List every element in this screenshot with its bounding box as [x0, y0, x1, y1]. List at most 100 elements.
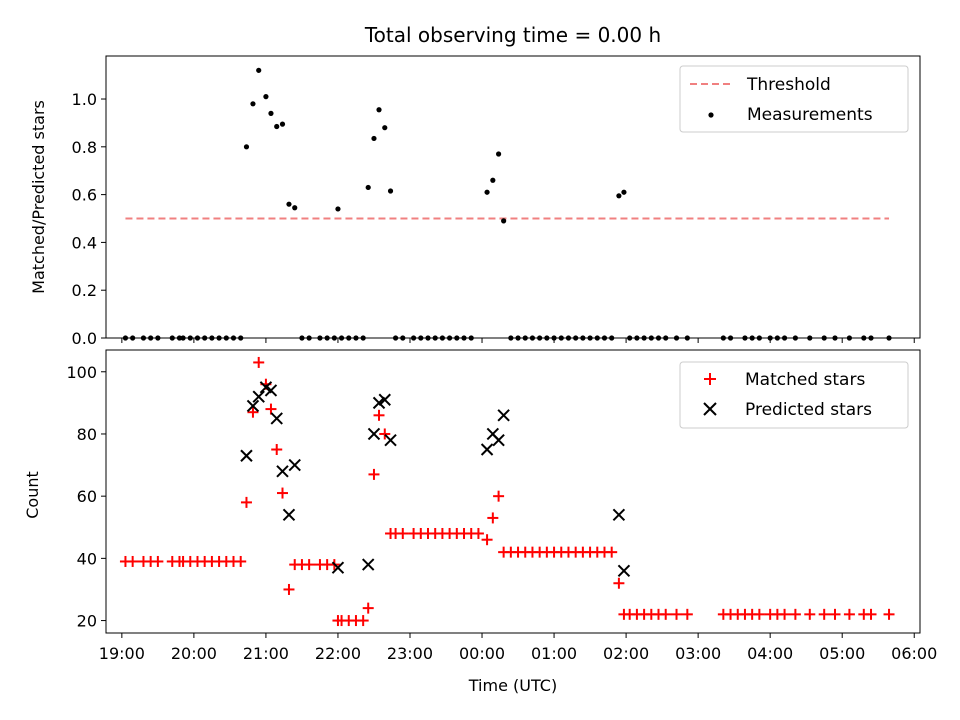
matched-star-point: [379, 428, 391, 440]
measurement-point: [263, 94, 269, 100]
predicted-star-point: [240, 449, 253, 462]
predicted-star-point: [617, 564, 631, 578]
predicted-star-point: [612, 508, 626, 522]
top-chart-title: Total observing time = 0.00 h: [364, 23, 661, 47]
predicted-star-point: [270, 412, 283, 425]
top-ytick-label: 0.6: [72, 186, 97, 205]
bottom-xtick-label: 06:00: [891, 644, 937, 663]
measurement-point: [243, 144, 250, 150]
bottom-xtick-label: 05:00: [819, 644, 865, 663]
predicted-star-point: [282, 508, 296, 522]
matched-star-point: [804, 608, 816, 620]
matched-star-point: [779, 608, 791, 620]
predicted-star-point: [480, 443, 494, 456]
matched-star-point: [493, 490, 505, 502]
measurement-point: [335, 206, 341, 212]
top-y-ticks: 0.0 0.2 0.4 0.6 0.8 1.0: [72, 90, 106, 348]
bottom-xtick-label: 19:00: [99, 644, 145, 663]
bottom-x-ticks: 19:00 20:00 21:00 22:00 23:00 00:00 01:00 02:00…: [99, 633, 937, 663]
matched-star-point: [127, 555, 139, 567]
bottom-legend: Matched stars Predicted stars: [679, 361, 909, 429]
matched-star-point: [362, 602, 374, 614]
matched-star-point: [613, 577, 625, 589]
matched-star-point: [753, 608, 765, 620]
bottom-ytick-label: 40: [77, 549, 97, 568]
matched-star-point: [818, 608, 830, 620]
matched-star-point: [472, 527, 484, 539]
matched-star-point: [789, 608, 801, 620]
matched-star-point: [253, 356, 265, 368]
matched-star-point: [606, 546, 618, 558]
top-ytick-label: 0.8: [72, 138, 97, 157]
matched-star-point: [671, 608, 683, 620]
bottom-xtick-label: 01:00: [531, 644, 577, 663]
matched-star-point: [152, 555, 164, 567]
matched-star-point: [235, 555, 247, 567]
top-ytick-label: 1.0: [72, 90, 97, 109]
measurement-point: [371, 135, 377, 142]
bottom-axes-frame: [105, 349, 921, 634]
matched-star-point: [283, 583, 295, 595]
bottom-ytick-label: 60: [77, 487, 97, 506]
matched-star-point: [271, 444, 283, 456]
matched-star-point: [276, 487, 288, 499]
bottom-series-2: [240, 381, 631, 578]
measurement-point: [274, 123, 280, 130]
top-ytick-label: 0.2: [72, 281, 97, 300]
top-ylabel: Matched/Predicted stars: [29, 100, 48, 294]
measurement-point: [250, 101, 256, 107]
bottom-xtick-label: 20:00: [171, 644, 217, 663]
matched-star-point: [487, 512, 499, 524]
legend-measurements-swatch: [708, 112, 714, 118]
top-axes-frame: [105, 55, 921, 339]
legend-measurements-label: Measurements: [747, 105, 873, 125]
matched-star-point: [883, 608, 895, 620]
matched-star-point: [843, 608, 855, 620]
predicted-star-point: [367, 427, 381, 441]
predicted-star-point: [378, 393, 391, 406]
measurement-point: [382, 125, 388, 131]
matched-star-point: [265, 403, 277, 415]
predicted-star-point: [276, 465, 289, 478]
matched-star-point: [247, 406, 259, 418]
predicted-star-point: [497, 409, 510, 422]
top-x-ticks: [121, 338, 915, 343]
bottom-ylabel: Count: [23, 471, 42, 519]
measurement-point: [292, 205, 298, 211]
matched-star-point: [303, 559, 315, 571]
bottom-xtick-label: 02:00: [603, 644, 649, 663]
top-ytick-label: 0.4: [72, 233, 97, 252]
measurement-point: [501, 218, 507, 224]
predicted-star-point: [492, 433, 505, 447]
predicted-star-point: [384, 433, 397, 447]
bottom-xtick-label: 23:00: [387, 644, 433, 663]
legend-predicted-label: Predicted stars: [745, 400, 872, 420]
legend-predicted-swatch: [703, 402, 717, 416]
bottom-xlabel: Time (UTC): [468, 676, 557, 695]
measurement-point: [365, 184, 371, 191]
predicted-star-point: [362, 558, 375, 571]
matched-star-point: [481, 534, 493, 546]
measurement-point: [495, 151, 502, 157]
predicted-star-point: [264, 384, 278, 397]
predicted-star-point: [331, 561, 345, 574]
bottom-ytick-label: 20: [77, 612, 97, 631]
top-legend-box: [679, 65, 909, 133]
measurement-point: [268, 110, 274, 116]
measurement-point: [376, 107, 382, 113]
measurement-point: [621, 189, 627, 195]
measurement-point: [484, 189, 490, 195]
bottom-plot-area: [119, 356, 895, 627]
measurement-point: [387, 188, 394, 194]
predicted-star-point: [288, 458, 301, 472]
matched-star-point: [357, 615, 369, 627]
bottom-xtick-label: 03:00: [675, 644, 721, 663]
matched-star-point: [681, 608, 693, 620]
matched-star-point: [373, 409, 385, 421]
matched-star-point: [660, 608, 672, 620]
predicted-star-point: [246, 399, 260, 413]
top-ytick-label: 0.0: [72, 329, 97, 348]
bottom-xtick-label: 00:00: [459, 644, 505, 663]
bottom-ytick-label: 80: [77, 425, 97, 444]
bottom-ytick-label: 100: [66, 363, 97, 382]
